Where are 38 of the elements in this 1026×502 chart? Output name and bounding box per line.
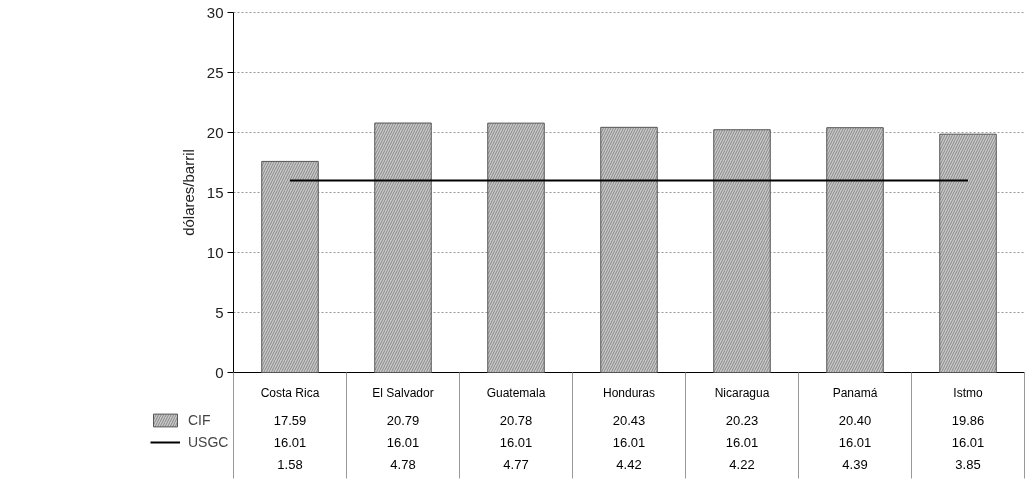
data-label: 16.01 <box>499 435 533 450</box>
data-label: 20.78 <box>499 413 533 428</box>
data-label: 16.01 <box>386 435 420 450</box>
data-label: 20.23 <box>725 413 759 428</box>
data-label: 20.40 <box>838 413 872 428</box>
data-label: 16.01 <box>951 435 985 450</box>
legend-label: USGC <box>188 433 229 452</box>
data-label: 16.01 <box>838 435 872 450</box>
text: 4.42 <box>616 457 642 472</box>
x-tick-label: Costa Rica <box>260 385 320 400</box>
y-tick-label: 25 <box>206 63 224 81</box>
text: 1.58 <box>277 457 303 472</box>
data-label: 16.01 <box>612 435 646 450</box>
y-tick-label: 15 <box>206 183 224 201</box>
legend-label: CIF <box>188 411 211 430</box>
x-tick-label: Panamá <box>832 385 878 400</box>
y-tick-label: 0 <box>215 363 224 381</box>
y-tick-label: 30 <box>206 3 224 21</box>
data-label: 17.59 <box>273 413 307 428</box>
data-label: 20.43 <box>612 413 646 428</box>
x-tick-label: Guatemala <box>486 385 546 400</box>
y-axis-title: dólares/barril <box>180 149 197 236</box>
y-tick-label: 10 <box>206 243 224 261</box>
x-tick-label: Istmo <box>953 385 983 400</box>
y-tick-label: 20 <box>206 123 224 141</box>
data-label: 16.01 <box>725 435 759 450</box>
text: 4.77 <box>503 457 529 472</box>
data-label: 20.79 <box>386 413 420 428</box>
text: 4.22 <box>729 457 755 472</box>
data-label: 16.01 <box>273 435 307 450</box>
x-tick-label: Honduras <box>602 385 656 400</box>
text: 3.85 <box>955 457 981 472</box>
data-label: 19.86 <box>951 413 985 428</box>
x-tick-label: Nicaragua <box>714 385 770 400</box>
text: 4.78 <box>390 457 416 472</box>
x-tick-label: El Salvador <box>372 385 434 400</box>
text: 4.39 <box>842 457 868 472</box>
y-tick-label: 5 <box>215 303 224 321</box>
